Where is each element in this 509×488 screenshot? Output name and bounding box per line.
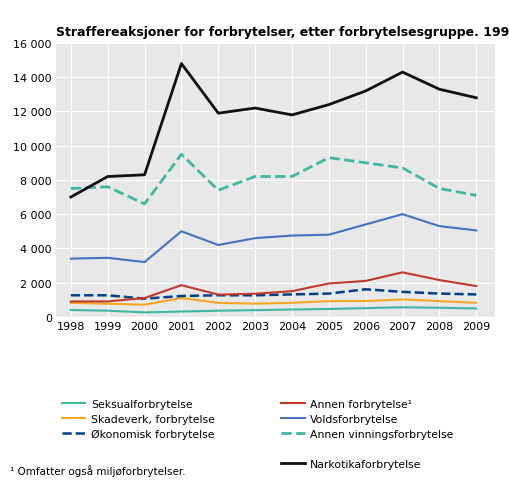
Legend: Narkotikaforbrytelse: Narkotikaforbrytelse	[280, 459, 421, 469]
Text: Straffereaksjoner for forbrytelser, etter forbrytelsesgruppe. 1998-2009: Straffereaksjoner for forbrytelser, ette…	[56, 26, 509, 39]
Text: ¹ Omfatter også miljøforbrytelser.: ¹ Omfatter også miljøforbrytelser.	[10, 464, 185, 476]
